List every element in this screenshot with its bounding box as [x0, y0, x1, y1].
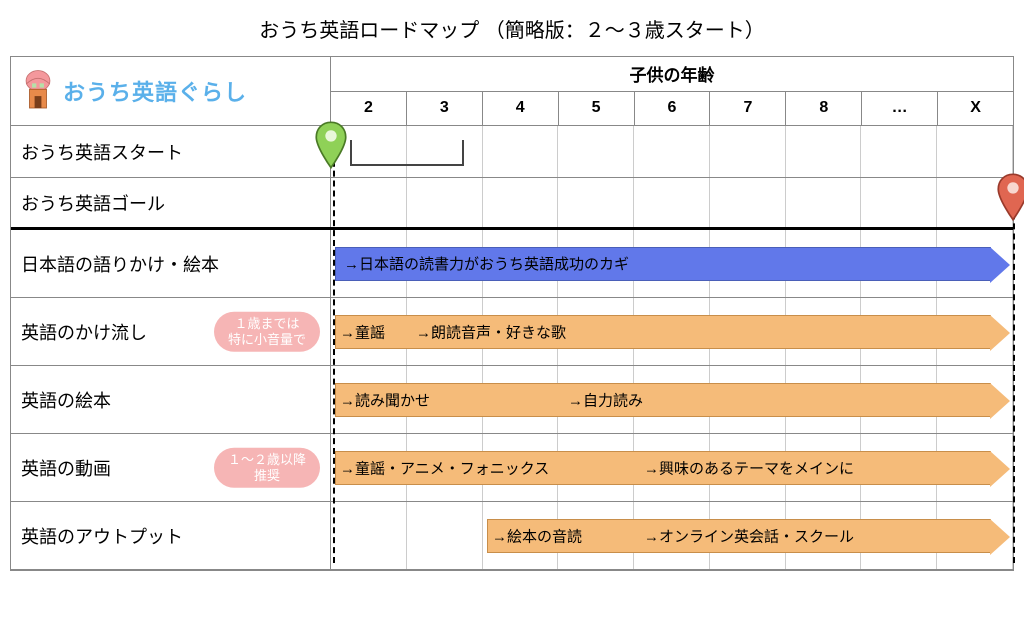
bar-segment: →絵本の音読 — [492, 525, 582, 546]
page-title: おうち英語ロードマップ （簡略版：２〜３歳スタート） — [0, 0, 1024, 53]
roadmap-chart: おうち英語ぐらし 子供の年齢 2 3 4 5 6 7 8 … X おうち英語スタ… — [10, 56, 1014, 571]
bar-segment: →童謡・アニメ・フォニックス — [340, 457, 549, 478]
timeline — [331, 178, 1013, 227]
age-cell: 6 — [635, 92, 711, 126]
bar-segment: →興味のあるテーマをメインに — [644, 457, 854, 478]
row-label-text: 英語の動画 — [21, 455, 111, 481]
bar-segment: →童謡 — [340, 321, 385, 342]
row-output: 英語のアウトプット →絵本の音読 →オンライン英会話・スクール — [11, 502, 1013, 570]
row-douga: 英語の動画 １〜２歳以降推奨 →童謡・アニメ・フォニックス →興味のあるテーマを… — [11, 434, 1013, 502]
row-label: おうち英語スタート — [11, 126, 331, 177]
row-label-text: 英語のかけ流し — [21, 319, 147, 345]
logo-text: おうち英語ぐらし — [63, 75, 247, 107]
age-cell: 4 — [483, 92, 559, 126]
row-jp: 日本語の語りかけ・絵本 →日本語の読書力がおうち英語成功のカギ — [11, 230, 1013, 298]
bar-jp: →日本語の読書力がおうち英語成功のカギ — [335, 247, 991, 281]
row-kake: 英語のかけ流し １歳までは特に小音量で →童謡 →朗読音声・好きな歌 — [11, 298, 1013, 366]
bar-segment: →読み聞かせ — [340, 389, 430, 410]
note-pill: １〜２歳以降推奨 — [214, 447, 320, 488]
start-range-bracket — [350, 140, 464, 166]
timeline: →日本語の読書力がおうち英語成功のカギ — [331, 230, 1013, 297]
age-cell: 7 — [710, 92, 786, 126]
goal-pin-icon — [996, 172, 1024, 222]
row-label: 日本語の語りかけ・絵本 — [11, 230, 331, 297]
bar-ehon: →読み聞かせ →自力読み — [335, 383, 991, 417]
logo-cell: おうち英語ぐらし — [11, 57, 331, 125]
start-dashed-line — [333, 131, 335, 563]
bar-text: →日本語の読書力がおうち英語成功のカギ — [344, 253, 629, 274]
bar-segment: →オンライン英会話・スクール — [644, 525, 854, 546]
timeline: →絵本の音読 →オンライン英会話・スクール — [331, 502, 1013, 569]
bar-kake: →童謡 →朗読音声・好きな歌 — [335, 315, 991, 349]
row-start: おうち英語スタート — [11, 126, 1013, 178]
bar-segment: →朗読音声・好きな歌 — [416, 321, 566, 342]
age-cell: 3 — [407, 92, 483, 126]
row-goal: おうち英語ゴール — [11, 178, 1013, 230]
note-pill: １歳までは特に小音量で — [214, 311, 320, 352]
age-cell: 5 — [559, 92, 635, 126]
timeline: →読み聞かせ →自力読み — [331, 366, 1013, 433]
row-label: 英語の絵本 — [11, 366, 331, 433]
bar-douga: →童謡・アニメ・フォニックス →興味のあるテーマをメインに — [335, 451, 991, 485]
row-label: 英語の動画 １〜２歳以降推奨 — [11, 434, 331, 501]
row-label: 英語のかけ流し １歳までは特に小音量で — [11, 298, 331, 365]
house-icon — [21, 68, 55, 114]
goal-dashed-line — [1013, 183, 1015, 563]
row-ehon: 英語の絵本 →読み聞かせ →自力読み — [11, 366, 1013, 434]
age-cell: 8 — [786, 92, 862, 126]
row-label: おうち英語ゴール — [11, 178, 331, 227]
timeline: →童謡 →朗読音声・好きな歌 — [331, 298, 1013, 365]
bar-output: →絵本の音読 →オンライン英会話・スクール — [487, 519, 991, 553]
bar-segment: →自力読み — [568, 389, 643, 410]
row-label: 英語のアウトプット — [11, 502, 331, 569]
timeline: →童謡・アニメ・フォニックス →興味のあるテーマをメインに — [331, 434, 1013, 501]
timeline — [331, 126, 1013, 177]
age-header: 子供の年齢 — [331, 57, 1013, 92]
age-cell: … — [862, 92, 938, 126]
start-pin-icon — [314, 120, 348, 170]
age-row: 2 3 4 5 6 7 8 … X — [331, 92, 1013, 126]
age-cell: X — [938, 92, 1013, 126]
